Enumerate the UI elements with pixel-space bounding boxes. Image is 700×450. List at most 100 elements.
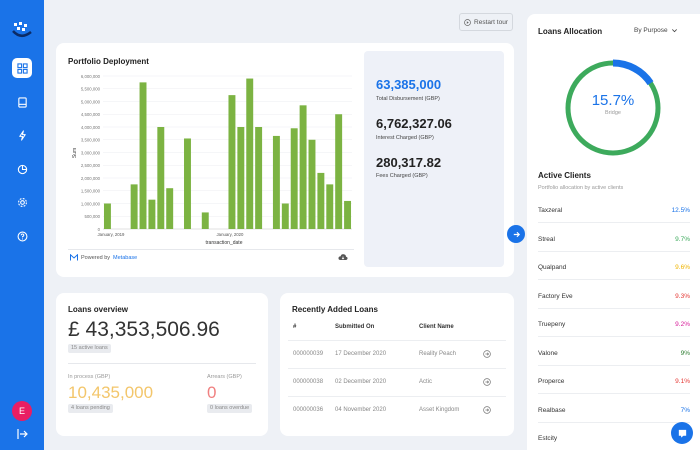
client-percent: 12.5% [671, 207, 690, 214]
y-tick-label: 4,000,000 [81, 125, 101, 130]
open-loan-icon[interactable] [483, 350, 491, 358]
nav-reports[interactable] [12, 159, 32, 179]
bar [184, 138, 191, 229]
loans-pending-badge: 4 loans pending [68, 404, 113, 413]
bar [246, 78, 254, 229]
restart-tour-button[interactable]: Restart tour [459, 13, 513, 31]
nav-activity[interactable] [12, 125, 32, 145]
client-name[interactable]: Properce [538, 378, 565, 385]
sidebar: E [0, 0, 44, 450]
client-name[interactable]: Realbase [538, 406, 566, 414]
logo-icon[interactable] [11, 20, 33, 40]
powered-by-text: Powered by [81, 254, 111, 261]
active-loans-badge: 15 active loans [68, 344, 111, 353]
donut-highlight-segment[interactable] [564, 59, 662, 157]
fees-charged-value: 280,317.82 [376, 155, 442, 170]
allocation-filter-dropdown[interactable]: By Purpose [634, 27, 678, 34]
client-name[interactable]: Factory Eve [538, 292, 573, 300]
y-tick-label: 2,500,000 [81, 163, 101, 168]
x-tick-label: January, 2019 [98, 232, 126, 237]
nav-help[interactable] [12, 226, 32, 246]
client-percent: 9% [680, 349, 690, 357]
lightning-icon [18, 129, 26, 141]
client-divider [538, 336, 690, 337]
client-percent: 9.7% [675, 235, 690, 243]
y-tick-label: 3,500,000 [81, 138, 101, 143]
y-tick-label: 1,500,000 [81, 189, 101, 194]
recent-loans-title: Recently Added Loans [292, 305, 378, 314]
client-name[interactable]: Streal [538, 235, 555, 243]
loan-client: Actic [419, 379, 433, 385]
client-divider [538, 307, 690, 309]
client-percent: 9.1% [675, 378, 690, 385]
x-tick-label: January, 2020 [217, 232, 245, 237]
x-axis-title: transaction_date [206, 240, 243, 246]
bar [326, 184, 334, 229]
row-divider [288, 396, 506, 397]
portfolio-bar-chart: 0 500,000 1,000,000 1,500,000 2,000,000 2,500… [72, 74, 352, 246]
nav-loans[interactable] [12, 92, 32, 112]
client-percent: 9.2% [675, 321, 690, 328]
donut-segment-label: Bridge [605, 110, 621, 116]
client-divider [538, 222, 690, 223]
next-arrow-button[interactable] [507, 225, 525, 243]
bar [228, 95, 236, 229]
loan-date: 17 December 2020 [335, 351, 387, 357]
client-divider [538, 279, 690, 280]
bar [290, 128, 298, 229]
y-tick-label: 5,500,000 [81, 87, 101, 92]
allocation-donut-chart[interactable] [563, 58, 663, 158]
help-icon [17, 231, 27, 241]
portfolio-stats-panel: 63,385,000 Total Disbursement (GBP) 6,76… [364, 51, 504, 267]
loan-id: 000000038 [293, 379, 324, 385]
bar [317, 172, 325, 229]
open-loan-icon[interactable] [483, 406, 491, 414]
bar [103, 203, 111, 229]
interest-charged-label: Interest Charged (GBP) [376, 135, 434, 141]
chat-button[interactable] [671, 422, 693, 444]
loans-overview-title: Loans overview [68, 305, 129, 314]
bar [166, 188, 174, 229]
client-name[interactable]: Truepeny [538, 321, 566, 328]
bar [157, 127, 165, 229]
client-percent: 9.6% [675, 264, 690, 271]
nav-settings[interactable] [12, 192, 32, 212]
avatar[interactable]: E [12, 401, 32, 421]
in-process-amount: 10,435,000 [68, 383, 154, 402]
loan-date: 02 December 2020 [335, 379, 387, 385]
active-clients-title: Active Clients [538, 171, 591, 180]
chevron-down-icon [671, 29, 677, 33]
col-header-client: Client Name [419, 324, 454, 330]
total-disbursement-value: 63,385,000 [376, 77, 442, 92]
restart-tour-label: Restart tour [474, 18, 508, 26]
active-clients-subtitle: Portfolio allocation by active clients [538, 185, 624, 191]
bar [335, 114, 343, 229]
powered-by-metabase[interactable]: Powered by Metabase [70, 254, 137, 261]
y-tick-label: 5,000,000 [81, 99, 101, 104]
client-name[interactable]: Estcity [538, 435, 558, 442]
client-divider [538, 393, 690, 394]
arrow-right-icon [513, 231, 520, 237]
bar [281, 203, 289, 229]
chat-icon [678, 429, 686, 438]
recent-loans-card: Recently Added Loans # Submitted On Clie… [280, 293, 514, 436]
client-percent: 9.3% [675, 292, 690, 300]
metabase-link[interactable]: Metabase [113, 254, 138, 261]
client-name[interactable]: Qualpand [538, 264, 567, 271]
client-name[interactable]: Valone [538, 349, 558, 357]
bar [139, 82, 147, 229]
y-tick-label: 2,000,000 [81, 176, 101, 181]
interest-charged-value: 6,762,327.06 [376, 116, 452, 131]
dashboard-icon [16, 62, 28, 74]
fees-charged-label: Fees Charged (GBP) [376, 173, 428, 179]
client-divider [538, 250, 690, 252]
bar [130, 184, 138, 229]
header-divider [288, 340, 506, 341]
nav-dashboard[interactable] [12, 58, 32, 78]
portfolio-deployment-card: Portfolio Deployment 0 500,000 1,000,000 1,… [56, 43, 514, 277]
cloud-download-icon[interactable] [338, 253, 348, 261]
logout-icon[interactable] [16, 428, 28, 440]
open-loan-icon[interactable] [483, 378, 491, 386]
bar [201, 212, 209, 229]
client-name[interactable]: Taxzeral [538, 207, 563, 214]
